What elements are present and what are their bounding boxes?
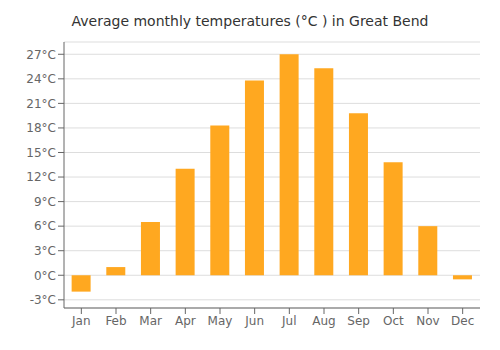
svg-text:0°C: 0°C [34, 269, 56, 283]
svg-text:Mar: Mar [139, 314, 162, 328]
svg-text:Jun: Jun [244, 314, 264, 328]
svg-text:Feb: Feb [105, 314, 126, 328]
svg-text:24°C: 24°C [26, 72, 56, 86]
svg-text:9°C: 9°C [34, 195, 56, 209]
svg-text:18°C: 18°C [26, 121, 56, 135]
svg-text:27°C: 27°C [26, 48, 56, 62]
html-text:Average monthly temperatures (: Average monthly temperatures (°C ) in Gr… [71, 13, 429, 29]
svg-text:May: May [208, 314, 233, 328]
svg-text:Jan: Jan [71, 314, 91, 328]
svg-text:12°C: 12°C [26, 170, 56, 184]
svg-text:3°C: 3°C [34, 244, 56, 258]
svg-text:Apr: Apr [175, 314, 196, 328]
svg-text:Sep: Sep [347, 314, 370, 328]
svg-text:Aug: Aug [312, 314, 335, 328]
svg-text:-3°C: -3°C [30, 293, 56, 307]
svg-text:21°C: 21°C [26, 97, 56, 111]
svg-text:15°C: 15°C [26, 146, 56, 160]
svg-text:6°C: 6°C [34, 219, 56, 233]
svg-text:Nov: Nov [416, 314, 439, 328]
svg-text:Dec: Dec [451, 314, 474, 328]
svg-text:Oct: Oct [383, 314, 404, 328]
svg-text:Jul: Jul [281, 314, 296, 328]
